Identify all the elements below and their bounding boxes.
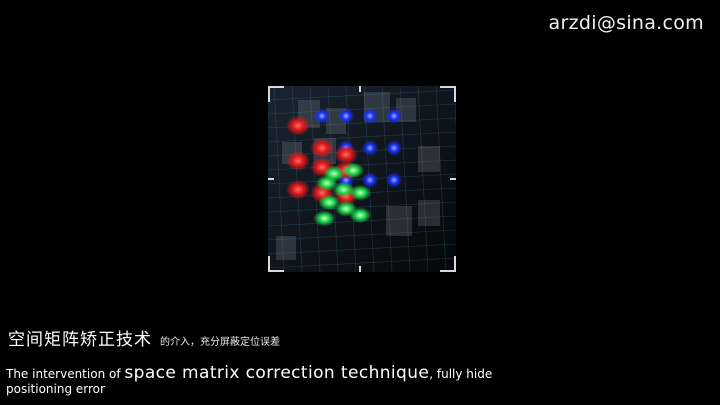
grid-line — [268, 201, 456, 213]
green-dot — [349, 207, 372, 224]
blue-dot — [314, 108, 330, 124]
green-dot — [318, 194, 341, 211]
frame-tick — [268, 178, 274, 180]
grid-line — [435, 86, 447, 272]
caption-cn-main: 空间矩阵矫正技术 — [8, 330, 152, 350]
frame-tick — [359, 86, 361, 92]
matrix-image — [268, 86, 456, 272]
caption-en-line2: positioning error — [6, 382, 105, 396]
matrix-visual — [268, 86, 456, 272]
caption-en-suffix: , fully hide — [429, 367, 493, 381]
blue-dot — [362, 172, 378, 188]
green-dot — [342, 162, 365, 179]
green-dot — [349, 184, 372, 201]
grid-line — [268, 243, 456, 255]
blue-dot — [338, 108, 354, 124]
green-dot — [332, 181, 355, 198]
frame-corner — [440, 256, 456, 272]
frame-corner — [268, 86, 284, 102]
contact-email: arzdi@sina.com — [548, 12, 704, 34]
floating-panel — [418, 146, 440, 172]
floating-panel — [418, 200, 440, 226]
grid-line — [268, 229, 456, 241]
frame-tick — [359, 266, 361, 272]
caption-chinese: 空间矩阵矫正技术 的介入，充分屏蔽定位误差 — [8, 325, 280, 350]
grid-line — [268, 131, 456, 143]
grid-line — [268, 89, 456, 101]
caption-en-highlight: space matrix correction technique — [124, 363, 430, 383]
caption-en-prefix: The intervention of — [6, 367, 125, 381]
blue-dot — [362, 140, 378, 156]
blue-dot — [386, 172, 402, 188]
frame-tick — [450, 178, 456, 180]
red-dot — [334, 144, 358, 165]
grid-line — [273, 86, 285, 272]
grid-line — [268, 257, 456, 269]
green-dot — [315, 175, 338, 192]
red-dot — [286, 179, 310, 200]
grid-line — [453, 86, 456, 129]
caption-cn-sub: 的介入，充分屏蔽定位误差 — [160, 337, 280, 348]
floating-panel — [276, 236, 296, 260]
grid-line — [417, 86, 429, 272]
green-dot — [313, 210, 336, 227]
frame-corner — [440, 86, 456, 102]
frame-corner — [268, 256, 284, 272]
caption-english: The intervention of space matrix correct… — [6, 363, 566, 397]
blue-dot — [386, 140, 402, 156]
red-dot — [286, 115, 310, 136]
blue-dot — [362, 108, 378, 124]
red-dot — [310, 138, 334, 158]
grid-line — [309, 86, 321, 272]
blue-dot — [386, 108, 402, 124]
red-dot — [286, 150, 310, 171]
grid-line — [268, 103, 456, 115]
floating-panel — [386, 206, 412, 236]
